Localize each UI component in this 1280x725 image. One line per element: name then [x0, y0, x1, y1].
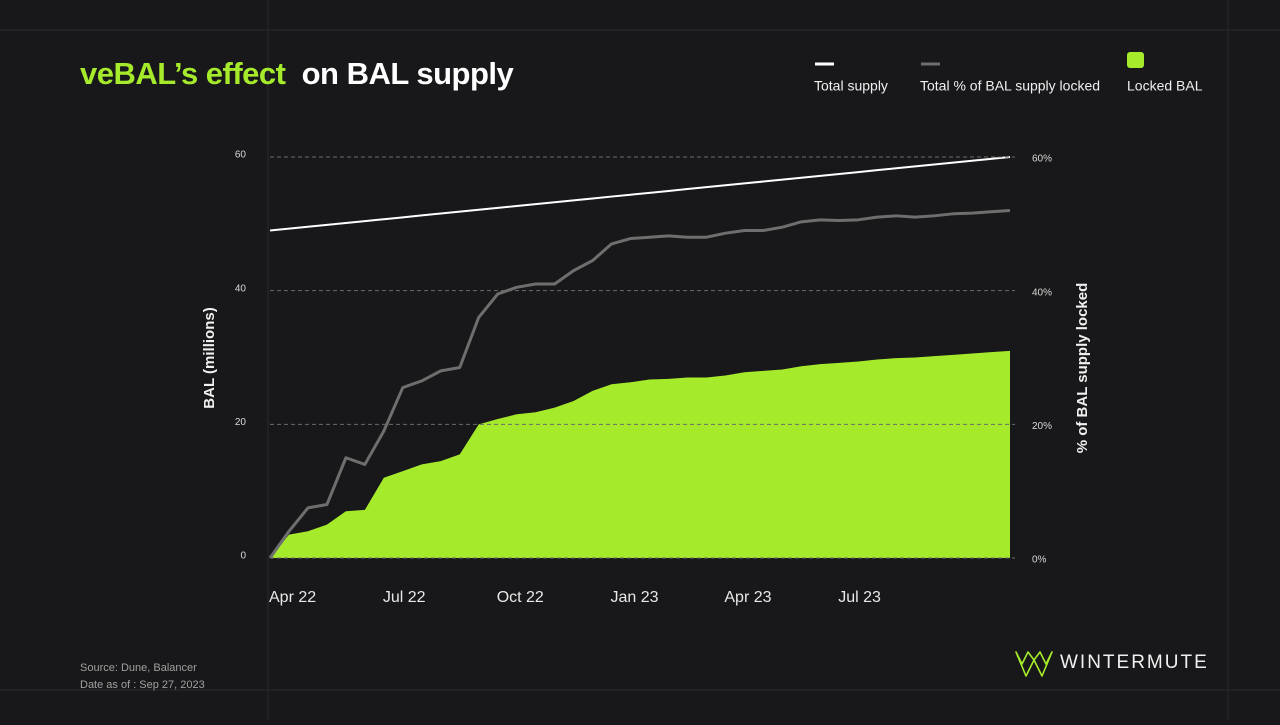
legend-swatch — [1127, 52, 1144, 68]
y2-axis-label: % of BAL supply locked — [1074, 283, 1091, 454]
x-tick-label: Jul 23 — [838, 589, 881, 606]
x-tick-label: Jan 23 — [611, 589, 659, 606]
brand-name: WINTERMUTE — [1060, 652, 1209, 673]
line — [268, 208, 1011, 559]
brand-logo — [1015, 651, 1053, 677]
x-tick-label: Jul 22 — [383, 589, 426, 606]
legend-label: Total supply — [814, 78, 888, 94]
x-tick-label: Apr 22 — [269, 589, 316, 606]
y2-tick-label: 0% — [1032, 555, 1047, 566]
legend-label: Total % of BAL supply locked — [920, 78, 1100, 94]
y2-tick-label: 40% — [1032, 287, 1052, 298]
y-tick-label: 60 — [235, 150, 247, 161]
x-tick-label: Oct 22 — [497, 589, 544, 606]
y2-tick-label: 20% — [1032, 421, 1052, 432]
chart-title: veBAL’s effect on BAL supply — [80, 56, 515, 91]
legend-label: Locked BAL — [1127, 78, 1203, 94]
logo-mark — [1015, 651, 1053, 677]
area — [270, 350, 1010, 558]
legend: Total supply Total % of BAL supply locked… — [814, 52, 1203, 94]
source-note: Source: Dune, Balancer — [80, 662, 197, 674]
plot-area: 0 20 40 60 0% 20% 40% 60% Apr 22 Jul 22 Oct 22 Jan … — [235, 150, 1052, 607]
y-tick-label: 40 — [235, 283, 247, 294]
y-tick-label: 20 — [235, 417, 247, 428]
title-rest: on BAL supply — [302, 56, 515, 91]
y-axis-label: BAL (millions) — [201, 307, 218, 408]
y-tick-label: 0 — [240, 551, 246, 562]
y2-tick-label: 60% — [1032, 154, 1052, 165]
x-tick-label: Apr 23 — [724, 589, 771, 606]
title-highlight: veBAL’s effect — [80, 56, 286, 91]
line — [269, 156, 1011, 232]
date-note: Date as of : Sep 27, 2023 — [80, 679, 205, 691]
